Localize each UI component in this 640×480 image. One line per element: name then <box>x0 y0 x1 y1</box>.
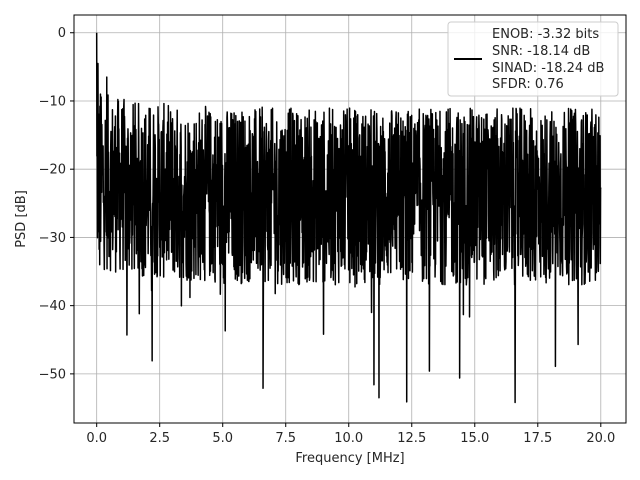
x-tick-label: 0.0 <box>86 431 107 446</box>
x-tick-label: 7.5 <box>275 431 296 446</box>
plot-frame <box>73 14 627 424</box>
series-layer <box>95 32 602 404</box>
y-tick-label: −30 <box>39 231 66 246</box>
y-axis-label: PSD [dB] <box>14 190 29 248</box>
y-tick-label: 0 <box>58 26 66 41</box>
x-axis-label: Frequency [MHz] <box>295 451 404 466</box>
x-tick-label: 15.0 <box>460 431 489 446</box>
legend-enob: ENOB: -3.32 bits <box>492 27 599 42</box>
y-tick-label: −40 <box>39 299 66 314</box>
x-tick-label: 5.0 <box>212 431 233 446</box>
x-tick-label: 10.0 <box>334 431 363 446</box>
x-tick-label: 17.5 <box>523 431 552 446</box>
axis-ticks <box>70 32 602 427</box>
x-tick-label: 20.0 <box>586 431 615 446</box>
legend-sinad: SINAD: -18.24 dB <box>492 61 604 76</box>
legend-sfdr: SFDR: 0.76 <box>492 77 564 92</box>
x-tick-label: 2.5 <box>149 431 170 446</box>
y-tick-label: −10 <box>39 94 66 109</box>
psd-series-line <box>95 32 602 404</box>
legend: ENOB: -3.32 bits SNR: -18.14 dB SINAD: -… <box>447 21 619 97</box>
x-tick-labels: 0.0 2.5 5.0 7.5 10.0 12.5 15.0 17.5 20.0 <box>86 431 615 446</box>
legend-snr: SNR: -18.14 dB <box>492 44 590 59</box>
y-tick-label: −20 <box>39 163 66 178</box>
legend-box <box>447 21 619 97</box>
x-tick-label: 12.5 <box>397 431 426 446</box>
y-tick-label: −50 <box>39 367 66 382</box>
y-tick-labels: 0 −10 −20 −30 −40 −50 <box>39 26 66 382</box>
